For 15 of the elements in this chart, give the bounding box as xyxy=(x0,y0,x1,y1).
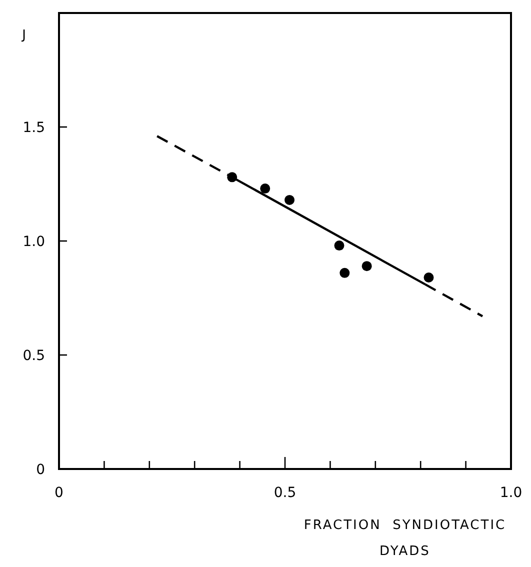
point xyxy=(424,272,434,282)
point xyxy=(362,261,372,272)
point xyxy=(260,184,270,194)
x-tick-label: 0.5 xyxy=(274,485,296,501)
x-axis-title: FRACTION SYNDIOTACTIC DYADS xyxy=(304,518,506,559)
point xyxy=(334,240,344,251)
x-tick-label: 0 xyxy=(54,485,64,501)
y-axis-title: J xyxy=(21,28,26,43)
y-tick-label: 1.0 xyxy=(22,234,45,250)
point xyxy=(340,268,350,278)
y-tick-label: 0.5 xyxy=(22,348,45,364)
x-tick-label: 1.0 xyxy=(500,485,522,501)
y-tick-label: 1.5 xyxy=(22,120,45,136)
point xyxy=(284,194,295,205)
y-tick-label: 0 xyxy=(36,462,45,478)
